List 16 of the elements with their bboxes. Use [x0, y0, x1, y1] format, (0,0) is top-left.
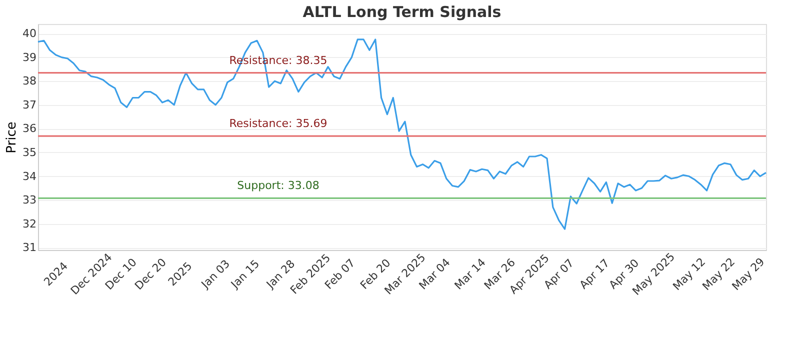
ref-line-label: Support: 33.08: [237, 179, 320, 192]
y-tick-label: 31: [22, 241, 36, 254]
y-tick-label: 34: [22, 170, 36, 183]
ref-line-label: Resistance: 35.69: [229, 117, 328, 130]
x-tick-label: Jan 15: [228, 257, 262, 292]
y-tick-label: 40: [22, 27, 36, 40]
y-tick-label: 36: [22, 122, 36, 136]
y-tick-label: 32: [22, 217, 36, 230]
y-axis-title: Price: [4, 122, 20, 154]
y-tick-label: 39: [22, 50, 36, 64]
chart-title: ALTL Long Term Signals: [302, 3, 502, 21]
y-tick-label: 38: [22, 74, 36, 88]
y-tick-label: 33: [22, 194, 36, 207]
y-tick-label: 37: [22, 98, 36, 112]
line-series: [37, 38, 767, 230]
y-tick-label: 35: [22, 146, 36, 159]
